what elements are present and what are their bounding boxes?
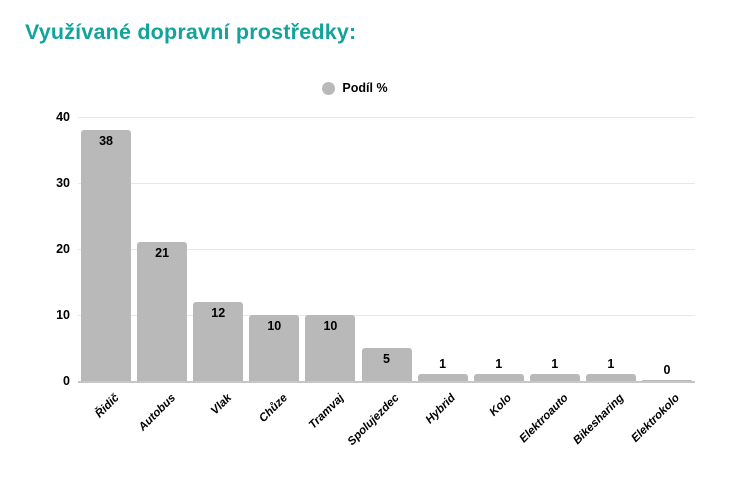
bar-tramvaj bbox=[305, 315, 356, 381]
bar-value-label: 0 bbox=[663, 362, 671, 377]
bar-autobus bbox=[137, 242, 188, 381]
x-axis-label: Kolo bbox=[487, 392, 515, 419]
legend-marker-icon bbox=[322, 81, 336, 95]
gridline bbox=[78, 182, 695, 184]
gridline bbox=[78, 248, 695, 250]
y-tick-label: 0 bbox=[63, 374, 70, 388]
x-axis-label: Hybrid bbox=[423, 392, 459, 427]
legend-label: Podíl % bbox=[342, 81, 388, 95]
x-axis-label: Bikesharing bbox=[571, 392, 627, 448]
bar-vlak bbox=[193, 301, 244, 381]
bar-value-label: 1 bbox=[439, 357, 447, 372]
x-axis-label: Elektroauto bbox=[517, 392, 571, 446]
gridline bbox=[78, 116, 695, 118]
bar-chůze bbox=[249, 315, 300, 381]
bar-value-label: 21 bbox=[155, 246, 170, 261]
x-axis-line bbox=[78, 381, 695, 383]
bar-value-label: 12 bbox=[211, 305, 226, 320]
bar-elektroauto bbox=[529, 374, 580, 381]
bar-value-label: 38 bbox=[99, 134, 113, 149]
x-axis-label: Elektrokolo bbox=[629, 392, 683, 445]
x-axis-label: Tramvaj bbox=[306, 392, 346, 432]
bar-řidič bbox=[81, 130, 132, 381]
bar-value-label: 5 bbox=[383, 352, 390, 366]
legend: Podíl % bbox=[0, 81, 710, 95]
page-title: Využívané dopravní prostředky: bbox=[25, 20, 357, 44]
bar-hybrid bbox=[417, 374, 468, 381]
bar-bikesharing bbox=[585, 374, 636, 381]
y-tick-label: 30 bbox=[56, 176, 70, 190]
y-tick-label: 40 bbox=[56, 110, 70, 124]
bar-kolo bbox=[473, 374, 524, 381]
x-axis-label: Spolujezdec bbox=[346, 392, 402, 448]
x-axis-label: Autobus bbox=[136, 392, 178, 434]
bar-value-label: 1 bbox=[607, 357, 615, 372]
x-axis-label: Řidič bbox=[93, 392, 122, 421]
x-axis-label: Vlak bbox=[208, 392, 234, 418]
bar-elektrokolo bbox=[641, 379, 692, 381]
gridline bbox=[78, 314, 695, 316]
bar-spolujezdec bbox=[361, 348, 412, 381]
bar-value-label: 10 bbox=[323, 319, 338, 333]
bar-value-label: 1 bbox=[495, 357, 503, 372]
x-axis-label: Chůze bbox=[256, 392, 290, 425]
y-tick-label: 20 bbox=[56, 242, 70, 256]
bar-value-label: 10 bbox=[267, 319, 282, 333]
y-tick-label: 10 bbox=[56, 308, 70, 322]
bar-value-label: 1 bbox=[551, 357, 559, 372]
